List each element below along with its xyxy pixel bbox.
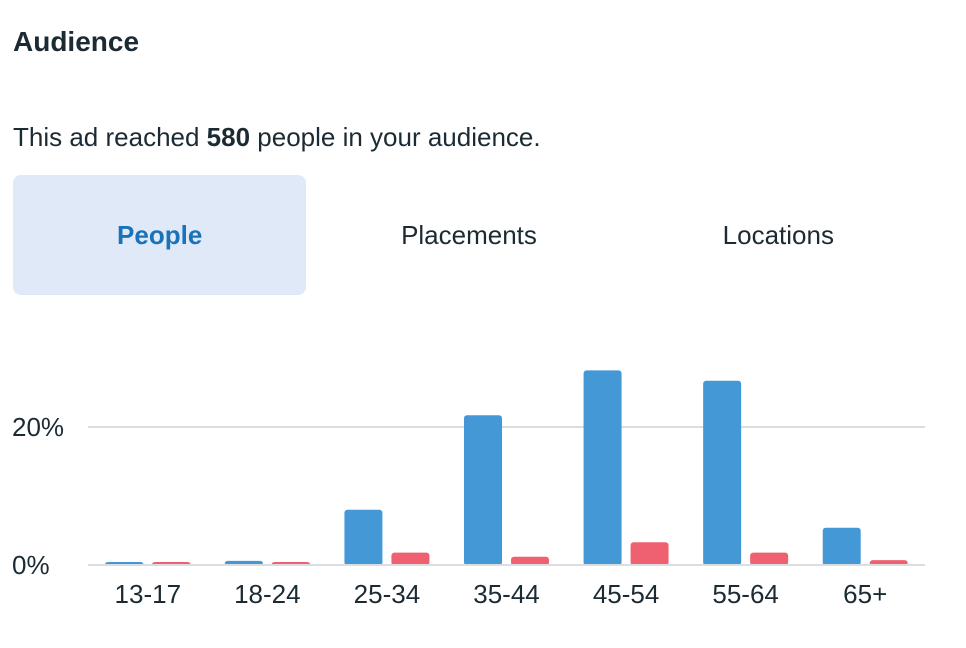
y-tick-label: 20% (12, 412, 64, 442)
age-distribution-chart: 0% 20% 13-17 18-24 25-34 35-44 45-54 55-64 65+ (12, 370, 925, 609)
bar[interactable] (464, 415, 502, 566)
tab-placements[interactable]: Placements (401, 219, 537, 250)
bar[interactable] (511, 556, 549, 566)
x-tick-label: 13-17 (115, 579, 182, 609)
reach-count: 580 (206, 122, 251, 152)
reach-summary: This ad reached 580 people in your audie… (13, 122, 541, 153)
reach-suffix: people in your audience. (250, 122, 541, 152)
page-title: Audience (13, 26, 140, 57)
x-tick-label: 25-34 (354, 579, 421, 609)
tab-locations[interactable]: Locations (722, 219, 834, 250)
x-tick-label: 35-44 (473, 579, 540, 609)
bar[interactable] (630, 542, 669, 566)
bar[interactable] (703, 380, 742, 566)
audience-tabs: People Placements Locations (13, 175, 925, 295)
tab-people[interactable]: People (13, 175, 307, 295)
bar[interactable] (750, 552, 789, 566)
reach-prefix: This ad reached (13, 122, 207, 152)
x-tick-label: 55-64 (712, 579, 779, 609)
bar[interactable] (344, 509, 383, 566)
bar[interactable] (822, 527, 861, 566)
y-tick-label: 0% (12, 550, 50, 580)
bar[interactable] (583, 370, 622, 566)
x-tick-label: 65+ (843, 579, 887, 609)
bar[interactable] (391, 552, 430, 566)
x-tick-label: 45-54 (593, 579, 660, 609)
x-tick-label: 18-24 (234, 579, 301, 609)
